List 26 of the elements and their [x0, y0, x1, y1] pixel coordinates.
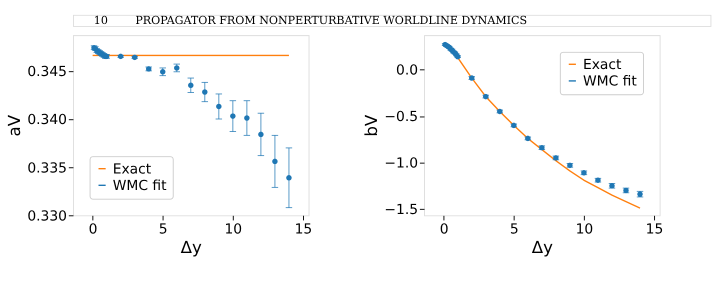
y-axis-title: aV	[4, 114, 24, 136]
y-tick-label: 0.345	[27, 64, 67, 80]
y-axis-title: bV	[362, 114, 382, 137]
y-tick-label: 0.335	[27, 160, 67, 176]
y-tick-label: −1.5	[384, 202, 418, 218]
y-tick-label: −1.0	[384, 156, 418, 172]
x-tick-label: 15	[294, 221, 312, 238]
y-tick-label: −0.5	[384, 109, 418, 126]
y-tick-label: 0.0	[396, 62, 418, 79]
y-tick-label: 0.330	[27, 208, 67, 224]
legend-label: Exact	[582, 56, 622, 73]
y-tick-label: 0.340	[27, 112, 67, 128]
x-tick-label: 10	[224, 221, 242, 238]
x-tick-label: 0	[440, 221, 449, 238]
x-axis-title: Δy	[180, 238, 202, 257]
legend-label: WMC fit	[582, 74, 638, 90]
x-tick-label: 5	[510, 221, 519, 238]
x-tick-label: 10	[576, 221, 594, 238]
x-tick-label: 15	[646, 221, 664, 238]
legend-label: WMC fit	[112, 178, 168, 194]
x-tick-label: 5	[158, 221, 168, 238]
x-axis-title: Δy	[532, 238, 554, 257]
text: PROPAGATOR FROM NONPERTURBATIVE WORLDLINE DYNAMICS	[135, 14, 528, 28]
legend-label: Exact	[112, 161, 152, 178]
x-tick-label: 0	[88, 221, 98, 238]
text: 10	[94, 14, 108, 28]
